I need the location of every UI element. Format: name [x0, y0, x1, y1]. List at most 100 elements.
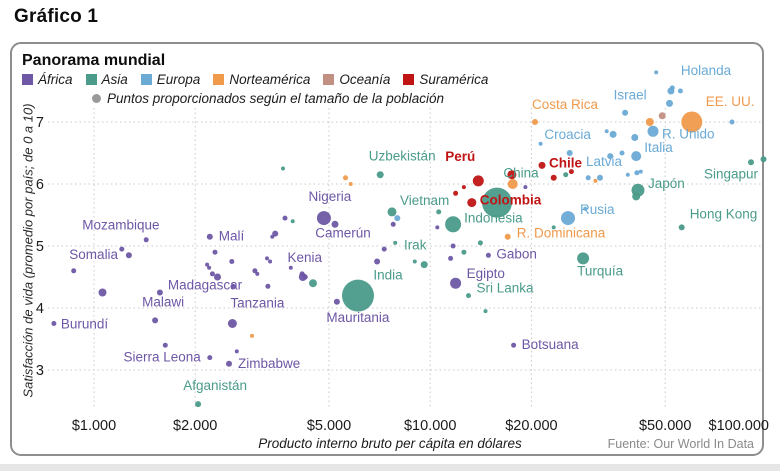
data-point-indonesia[interactable]	[445, 216, 462, 233]
data-point[interactable]	[631, 134, 639, 141]
data-point[interactable]	[290, 219, 295, 224]
data-point[interactable]	[593, 178, 598, 183]
data-point[interactable]	[461, 185, 466, 190]
data-point[interactable]	[393, 240, 398, 245]
data-point[interactable]	[143, 237, 149, 243]
data-point[interactable]	[302, 274, 308, 280]
data-point-mali[interactable]	[206, 233, 213, 240]
data-point[interactable]	[645, 118, 654, 126]
data-point-singapur[interactable]	[748, 159, 754, 166]
data-point-botsuana[interactable]	[511, 342, 517, 348]
data-point[interactable]	[119, 246, 125, 252]
data-point[interactable]	[348, 182, 353, 186]
data-point-tanzania[interactable]	[227, 319, 237, 328]
data-point-madagascar[interactable]	[156, 289, 163, 296]
data-point-egipto[interactable]	[450, 277, 462, 289]
data-point[interactable]	[436, 209, 442, 215]
data-point[interactable]	[607, 153, 614, 160]
data-point[interactable]	[268, 259, 273, 264]
data-point[interactable]	[394, 215, 401, 222]
data-point[interactable]	[209, 271, 215, 277]
data-point-rusia[interactable]	[561, 211, 575, 226]
data-point[interactable]	[448, 255, 454, 261]
data-point[interactable]	[343, 175, 348, 181]
data-point[interactable]	[381, 246, 387, 252]
data-point-malawi[interactable]	[152, 317, 159, 324]
data-point[interactable]	[299, 271, 305, 277]
data-point-hong-kong[interactable]	[678, 224, 685, 231]
data-point-sri-lanka[interactable]	[466, 293, 471, 299]
data-point[interactable]	[252, 268, 258, 274]
data-point[interactable]	[760, 156, 767, 163]
data-point[interactable]	[435, 225, 440, 230]
data-point[interactable]	[669, 85, 675, 91]
data-point[interactable]	[507, 179, 518, 189]
data-point-croacia[interactable]	[566, 150, 573, 156]
data-point[interactable]	[229, 259, 235, 264]
data-point-latvia[interactable]	[597, 174, 603, 181]
data-point-italia[interactable]	[631, 151, 642, 162]
data-point[interactable]	[654, 70, 659, 75]
data-point[interactable]	[412, 259, 417, 264]
data-point-r-unido[interactable]	[647, 125, 659, 137]
data-point[interactable]	[583, 206, 588, 211]
data-point[interactable]	[666, 99, 673, 107]
data-point-somalia[interactable]	[71, 268, 77, 274]
data-point[interactable]	[477, 240, 483, 246]
data-point[interactable]	[658, 112, 666, 120]
data-point[interactable]	[604, 129, 609, 134]
data-point[interactable]	[638, 169, 643, 174]
data-point[interactable]	[609, 130, 617, 138]
data-point-sierra-leona[interactable]	[207, 355, 213, 361]
data-point[interactable]	[551, 225, 556, 230]
data-point[interactable]	[634, 170, 640, 176]
data-point[interactable]	[212, 249, 218, 255]
data-point[interactable]	[265, 283, 271, 289]
data-point-china[interactable]	[482, 187, 512, 218]
data-point[interactable]	[214, 273, 221, 281]
data-point[interactable]	[288, 265, 293, 270]
data-point[interactable]	[234, 349, 239, 354]
data-point[interactable]	[272, 230, 279, 237]
data-point[interactable]	[507, 170, 517, 180]
data-point-peru[interactable]	[472, 175, 484, 187]
data-point-israel[interactable]	[622, 109, 629, 116]
data-point[interactable]	[390, 221, 396, 227]
data-point-vietnam[interactable]	[387, 207, 397, 217]
data-point-mauritania[interactable]	[333, 298, 340, 305]
data-point[interactable]	[523, 185, 528, 190]
data-point-nigeria[interactable]	[316, 211, 331, 226]
data-point-turquia[interactable]	[577, 252, 590, 265]
data-point[interactable]	[585, 175, 591, 181]
data-point[interactable]	[207, 265, 212, 270]
data-point[interactable]	[453, 190, 459, 196]
data-point-zimbabwe[interactable]	[226, 360, 232, 367]
data-point[interactable]	[538, 141, 543, 146]
data-point[interactable]	[677, 88, 683, 94]
data-point[interactable]	[461, 249, 467, 255]
data-point[interactable]	[729, 119, 735, 125]
data-point[interactable]	[255, 271, 260, 276]
data-point[interactable]	[230, 283, 236, 289]
data-point[interactable]	[281, 166, 285, 171]
data-point-burundi[interactable]	[51, 321, 57, 326]
data-point[interactable]	[205, 262, 210, 267]
data-point[interactable]	[98, 288, 107, 297]
data-point[interactable]	[632, 192, 641, 201]
data-point-chile[interactable]	[538, 161, 546, 169]
data-point[interactable]	[270, 234, 275, 239]
data-point-irak[interactable]	[420, 261, 428, 269]
data-point[interactable]	[563, 172, 569, 178]
data-point[interactable]	[550, 174, 557, 181]
data-point-mozambique[interactable]	[125, 252, 132, 259]
data-point-colombia[interactable]	[467, 198, 477, 208]
data-point[interactable]	[374, 258, 381, 265]
data-point-afganistan[interactable]	[195, 401, 202, 408]
data-point[interactable]	[483, 309, 488, 314]
data-point[interactable]	[568, 169, 574, 175]
data-point[interactable]	[265, 256, 269, 261]
data-point-costa-rica[interactable]	[532, 119, 538, 125]
data-point[interactable]	[309, 279, 317, 288]
data-point[interactable]	[619, 150, 625, 156]
data-point[interactable]	[450, 243, 456, 249]
